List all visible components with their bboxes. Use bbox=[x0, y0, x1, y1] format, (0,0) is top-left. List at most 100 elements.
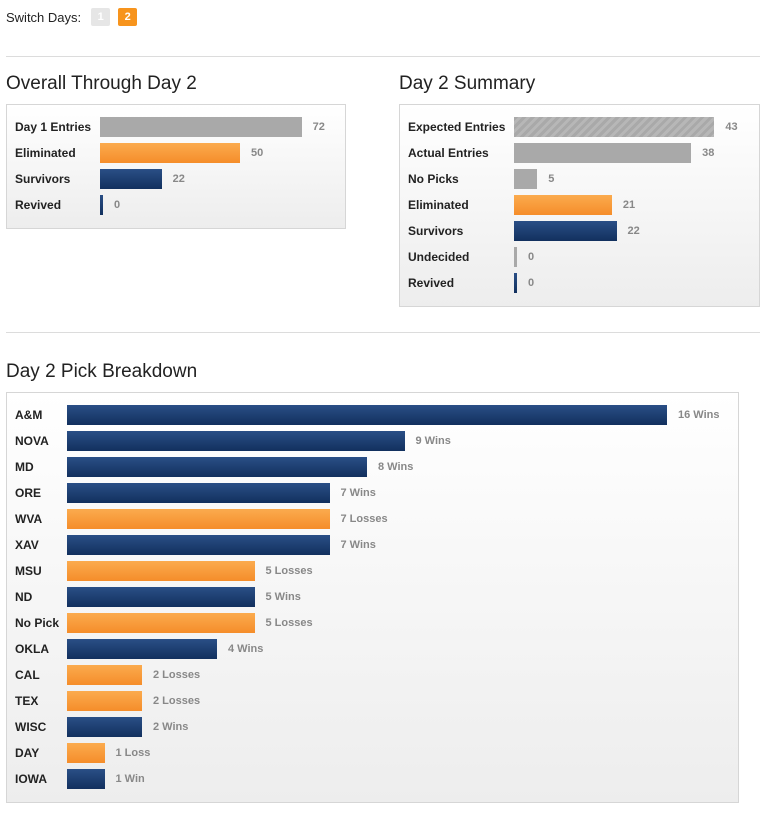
row-label: A&M bbox=[15, 408, 43, 422]
bar bbox=[100, 195, 103, 215]
bar bbox=[67, 405, 667, 425]
value-label: 38 bbox=[702, 147, 715, 159]
value-label: 72 bbox=[312, 121, 325, 133]
row-label: Eliminated bbox=[15, 146, 76, 160]
bar bbox=[67, 665, 142, 685]
bar bbox=[67, 509, 330, 529]
row-label: TEX bbox=[15, 694, 39, 708]
row-label: ORE bbox=[15, 486, 42, 500]
row-label: Revived bbox=[408, 276, 455, 290]
breakdown-row-no-pick: No Pick 5 Losses bbox=[7, 613, 738, 633]
bar bbox=[100, 117, 302, 137]
bar bbox=[514, 117, 715, 137]
bar bbox=[514, 143, 692, 163]
row-label: Day 1 Entries bbox=[15, 120, 92, 134]
row-label: DAY bbox=[15, 746, 40, 760]
value-label: 1 Win bbox=[115, 773, 145, 785]
row-label: Survivors bbox=[15, 172, 71, 186]
bar bbox=[67, 769, 105, 789]
day-1-button[interactable]: 1 bbox=[91, 8, 111, 26]
row-label: Actual Entries bbox=[408, 146, 489, 160]
row-label: Eliminated bbox=[408, 198, 469, 212]
breakdown-row-md: MD 8 Wins bbox=[7, 457, 738, 477]
bar bbox=[67, 483, 330, 503]
summary-panel: Expected Entries 43 Actual Entries 38 No Pic… bbox=[399, 104, 760, 307]
value-label: 5 bbox=[548, 173, 555, 185]
overall-row-eliminated: Eliminated 50 bbox=[7, 143, 345, 163]
breakdown-row-aandm: A&M 16 Wins bbox=[7, 405, 738, 425]
value-label: 22 bbox=[627, 225, 640, 237]
breakdown-row-wisc: WISC 2 Wins bbox=[7, 717, 738, 737]
value-label: 5 Wins bbox=[265, 591, 301, 603]
bar bbox=[514, 169, 538, 189]
overall-row-survivors: Survivors 22 bbox=[7, 169, 345, 189]
row-label: MD bbox=[15, 460, 34, 474]
value-label: 16 Wins bbox=[678, 409, 720, 421]
breakdown-row-nd: ND 5 Wins bbox=[7, 587, 738, 607]
row-label: WISC bbox=[15, 720, 47, 734]
bar bbox=[67, 743, 105, 763]
value-label: 5 Losses bbox=[265, 617, 313, 629]
row-label: No Picks bbox=[408, 172, 459, 186]
row-label: OKLA bbox=[15, 642, 49, 656]
value-label: 43 bbox=[725, 121, 738, 133]
breakdown-row-day: DAY 1 Loss bbox=[7, 743, 738, 763]
divider bbox=[6, 56, 760, 57]
row-label: XAV bbox=[15, 538, 39, 552]
bar bbox=[67, 717, 142, 737]
row-label: WVA bbox=[15, 512, 43, 526]
row-label: Undecided bbox=[408, 250, 470, 264]
summary-row-eliminated: Eliminated 21 bbox=[400, 195, 759, 215]
value-label: 2 Wins bbox=[153, 721, 189, 733]
summary-row-actual-entries: Actual Entries 38 bbox=[400, 143, 759, 163]
bar bbox=[67, 535, 330, 555]
bar bbox=[514, 247, 517, 267]
value-label: 2 Losses bbox=[153, 669, 201, 681]
row-label: Expected Entries bbox=[408, 120, 506, 134]
value-label: 21 bbox=[622, 199, 636, 211]
summary-row-revived: Revived 0 bbox=[400, 273, 759, 293]
bar bbox=[514, 195, 612, 215]
value-label: 50 bbox=[251, 147, 264, 159]
day-2-button[interactable]: 2 bbox=[118, 8, 138, 26]
value-label: 8 Wins bbox=[378, 461, 414, 473]
summary-row-expected-entries: Expected Entries 43 bbox=[400, 117, 759, 137]
bar bbox=[100, 143, 240, 163]
breakdown-row-xav: XAV 7 Wins bbox=[7, 535, 738, 555]
overall-row-day-1-entries: Day 1 Entries 72 bbox=[7, 117, 345, 137]
bar bbox=[514, 221, 617, 241]
row-label: NOVA bbox=[15, 434, 49, 448]
breakdown-row-wva: WVA 7 Losses bbox=[7, 509, 738, 529]
overall-title: Overall Through Day 2 bbox=[6, 73, 197, 94]
value-label: 5 Losses bbox=[265, 565, 313, 577]
row-label: No Pick bbox=[15, 616, 60, 630]
value-label: 0 bbox=[528, 277, 535, 289]
breakdown-panel: A&M 16 Wins NOVA 9 Wins MD 8 Wins ORE 7 Wins WVA… bbox=[6, 392, 739, 803]
breakdown-row-okla: OKLA 4 Wins bbox=[7, 639, 738, 659]
value-label: 7 Wins bbox=[340, 539, 376, 551]
summary-row-survivors: Survivors 22 bbox=[400, 221, 759, 241]
value-label: 1 Loss bbox=[115, 747, 151, 759]
breakdown-row-cal: CAL 2 Losses bbox=[7, 665, 738, 685]
summary-row-no-picks: No Picks 5 bbox=[400, 169, 759, 189]
value-label: 7 Losses bbox=[340, 513, 388, 525]
overall-panel: Day 1 Entries 72 Eliminated 50 Survivors 22 Re… bbox=[6, 104, 346, 229]
bar bbox=[67, 587, 255, 607]
bar bbox=[67, 431, 405, 451]
bar bbox=[67, 691, 142, 711]
value-label: 2 Losses bbox=[153, 695, 201, 707]
row-label: Survivors bbox=[408, 224, 464, 238]
row-label: CAL bbox=[15, 668, 40, 682]
row-label: ND bbox=[15, 590, 33, 604]
row-label: IOWA bbox=[15, 772, 47, 786]
value-label: 9 Wins bbox=[415, 435, 451, 447]
bar bbox=[67, 613, 255, 633]
row-label: Revived bbox=[15, 198, 62, 212]
value-label: 22 bbox=[172, 173, 185, 185]
breakdown-row-iowa: IOWA 1 Win bbox=[7, 769, 738, 789]
summary-title: Day 2 Summary bbox=[399, 73, 536, 94]
value-label: 4 Wins bbox=[228, 643, 264, 655]
breakdown-row-tex: TEX 2 Losses bbox=[7, 691, 738, 711]
value-label: 0 bbox=[114, 199, 121, 211]
breakdown-row-nova: NOVA 9 Wins bbox=[7, 431, 738, 451]
